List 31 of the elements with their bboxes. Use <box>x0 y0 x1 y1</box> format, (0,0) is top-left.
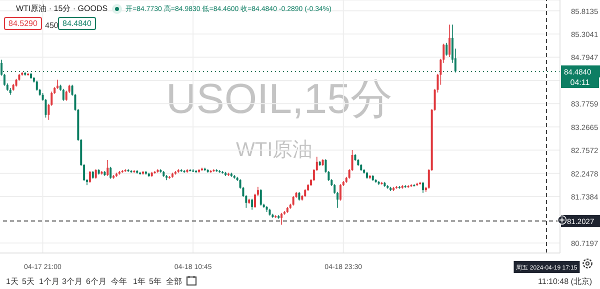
text: 5年 <box>149 276 162 287</box>
candlestick <box>448 24 451 58</box>
candlestick <box>88 170 91 184</box>
candlestick <box>110 166 112 180</box>
text: 全部 <box>166 276 182 287</box>
annotation: 84.4840 <box>58 17 96 30</box>
candlestick <box>446 42 448 56</box>
text: 1天 <box>6 276 18 287</box>
text: 11:10:48 (北京) <box>538 276 592 287</box>
candlestick <box>422 181 424 194</box>
annotation: 450 <box>45 20 58 31</box>
text: WTI原油 · 15分 · GOODS <box>16 3 108 14</box>
text: 1个月 <box>39 276 60 287</box>
text: 6个月 <box>86 276 106 287</box>
text: 今年 <box>111 276 127 287</box>
text: 04:11 <box>561 77 599 88</box>
text: 1年 <box>133 276 146 287</box>
candlestick <box>94 168 97 180</box>
candlestick <box>260 188 262 206</box>
text: 5天 <box>22 276 34 287</box>
annotation: 84.5290 <box>4 17 42 30</box>
candlestick <box>280 212 283 226</box>
candlestick <box>106 160 109 176</box>
candlestick <box>62 88 64 102</box>
candlestick <box>292 196 294 206</box>
annotation: WTI原油 <box>236 139 313 161</box>
candlestick <box>251 198 254 210</box>
text: 3个月 <box>62 276 82 287</box>
candlestick <box>339 184 342 201</box>
annotation: USOIL,15分 <box>166 75 392 122</box>
candlestick <box>36 80 38 92</box>
